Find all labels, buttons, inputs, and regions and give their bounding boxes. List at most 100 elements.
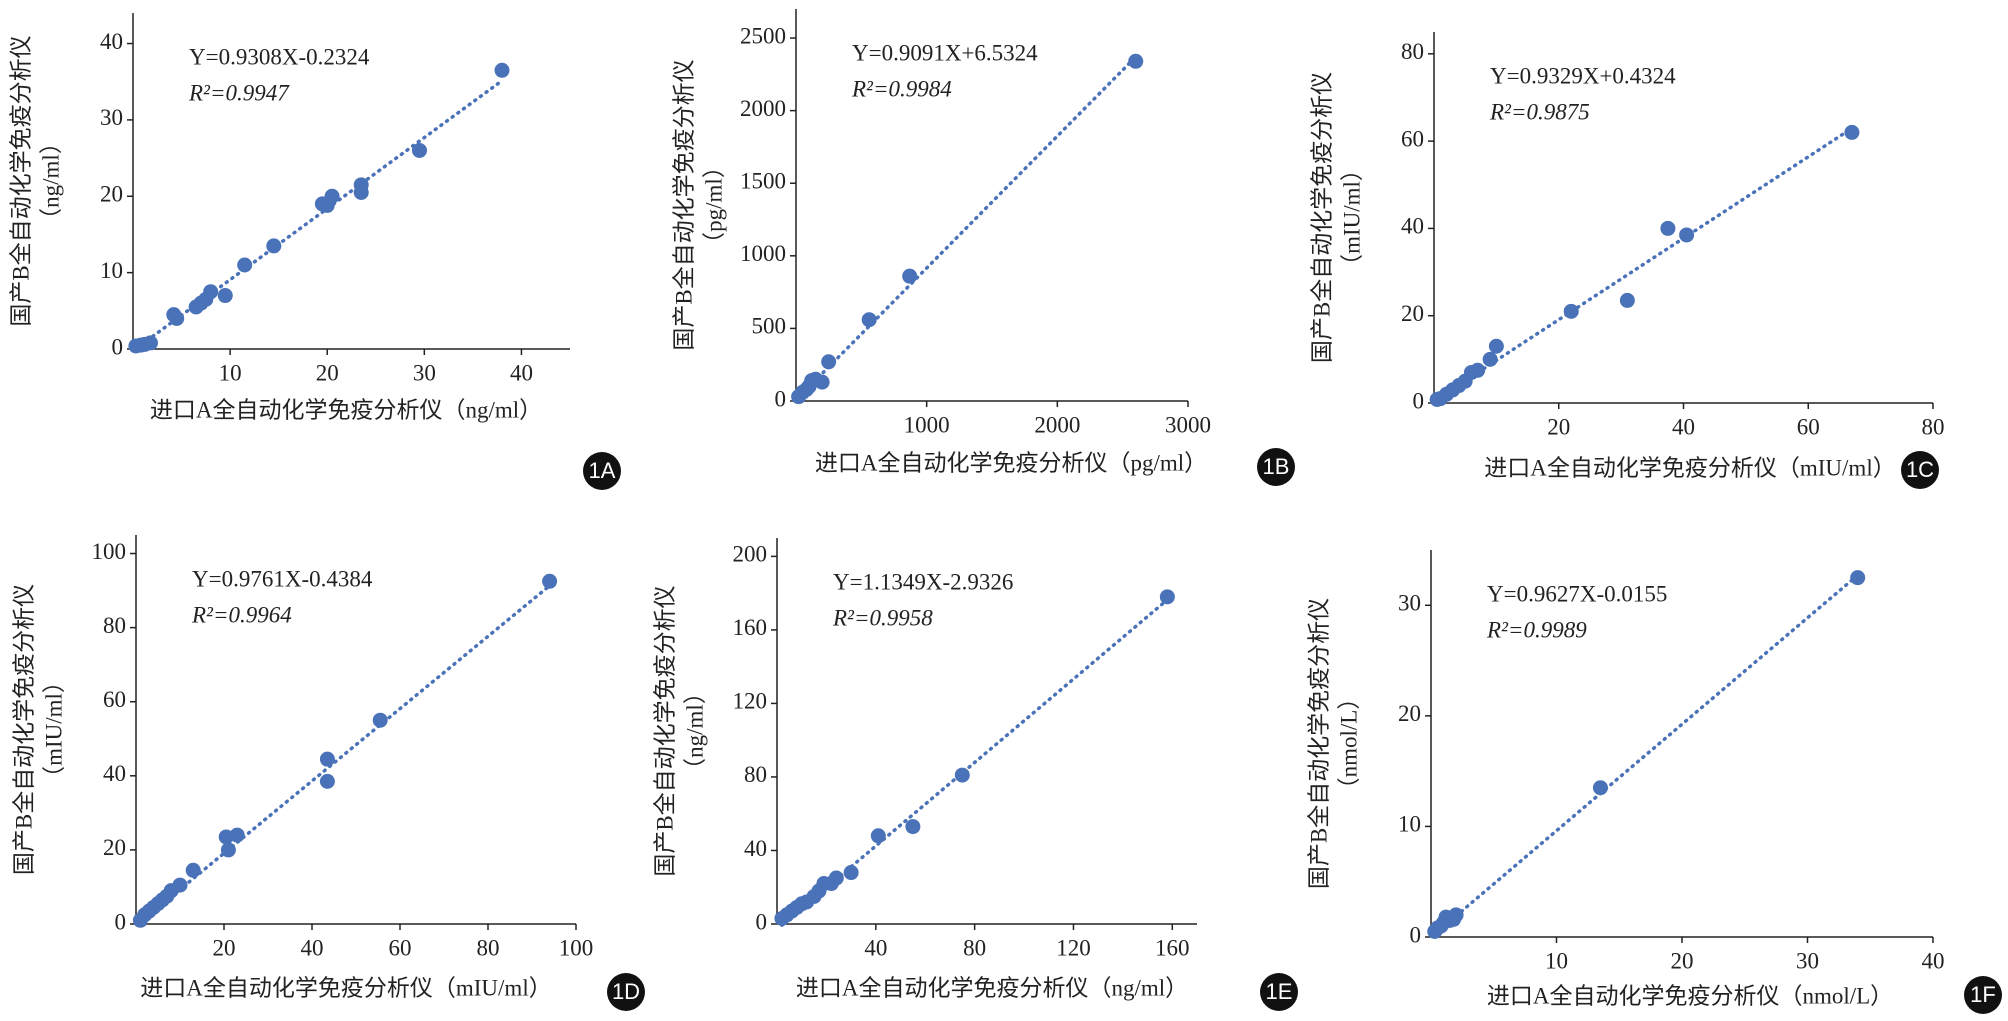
point bbox=[1159, 589, 1175, 605]
y-tick-label: 40 bbox=[100, 29, 123, 54]
y-axis-label: （pg/ml） bbox=[701, 155, 726, 255]
y-axis-label: 国产B全自动化学免疫分析仪 bbox=[11, 584, 36, 875]
y-axis-label: 国产B全自动化学免疫分析仪 bbox=[8, 35, 33, 326]
point bbox=[237, 257, 253, 273]
point bbox=[319, 751, 335, 767]
point bbox=[203, 284, 219, 300]
point bbox=[1679, 227, 1695, 243]
x-axis-label: 进口A全自动化学免疫分析仪（nmol/L） bbox=[1487, 983, 1893, 1008]
y-tick-label: 40 bbox=[1401, 214, 1424, 239]
point bbox=[1619, 292, 1635, 308]
panel-badge bbox=[1964, 976, 2002, 1014]
y-tick-label: 60 bbox=[1401, 126, 1424, 151]
point bbox=[1850, 570, 1866, 586]
point bbox=[266, 238, 282, 254]
y-axis-label: 国产B全自动化学免疫分析仪 bbox=[671, 59, 696, 350]
y-tick-label: 30 bbox=[1398, 591, 1421, 616]
point bbox=[542, 573, 558, 589]
r-squared: R²=0.9958 bbox=[832, 605, 933, 630]
point bbox=[1482, 351, 1498, 367]
x-tick-label: 60 bbox=[389, 935, 412, 960]
y-tick-label: 10 bbox=[1398, 812, 1421, 837]
y-axis-label: （ng/ml） bbox=[682, 681, 707, 781]
panel-badge bbox=[1901, 451, 1939, 489]
x-tick-label: 40 bbox=[864, 935, 887, 960]
equation: Y=1.1349X-2.9326 bbox=[833, 569, 1013, 594]
point bbox=[1448, 907, 1464, 923]
y-tick-label: 1000 bbox=[740, 241, 786, 266]
point bbox=[870, 828, 886, 844]
point bbox=[372, 712, 388, 728]
y-tick-label: 100 bbox=[92, 539, 127, 564]
point bbox=[828, 870, 844, 886]
x-tick-label: 40 bbox=[510, 360, 533, 385]
x-axis-label: 进口A全自动化学免疫分析仪（pg/ml） bbox=[815, 450, 1207, 475]
point bbox=[494, 62, 510, 78]
trendline bbox=[1433, 573, 1860, 936]
trendline bbox=[138, 583, 552, 924]
x-tick-label: 160 bbox=[1155, 935, 1190, 960]
x-tick-label: 1000 bbox=[904, 412, 950, 437]
panel-label: 1F bbox=[1970, 982, 1996, 1007]
y-axis-label: （ng/ml） bbox=[38, 131, 63, 231]
point bbox=[319, 773, 335, 789]
y-tick-label: 20 bbox=[1398, 701, 1421, 726]
panel-label: 1A bbox=[589, 458, 616, 483]
point bbox=[1844, 124, 1860, 140]
r-squared: R²=0.9947 bbox=[188, 80, 290, 105]
x-tick-label: 80 bbox=[477, 935, 500, 960]
x-tick-label: 30 bbox=[1796, 948, 1819, 973]
x-tick-label: 20 bbox=[1671, 948, 1694, 973]
point bbox=[142, 335, 158, 351]
y-axis-label: （mIU/ml） bbox=[1339, 158, 1364, 277]
y-axis-label: （mIU/ml） bbox=[41, 670, 66, 789]
x-tick-label: 80 bbox=[963, 935, 986, 960]
panel-label: 1C bbox=[1906, 457, 1934, 482]
x-tick-label: 10 bbox=[1545, 948, 1568, 973]
point bbox=[905, 819, 921, 835]
y-tick-label: 1500 bbox=[740, 169, 786, 194]
panel-badge bbox=[1257, 448, 1295, 486]
y-tick-label: 2000 bbox=[740, 96, 786, 121]
y-tick-label: 0 bbox=[1410, 922, 1422, 947]
y-tick-label: 20 bbox=[100, 182, 123, 207]
x-tick-label: 120 bbox=[1056, 935, 1091, 960]
panel-label: 1D bbox=[612, 979, 640, 1004]
point bbox=[861, 312, 877, 328]
y-tick-label: 40 bbox=[744, 836, 767, 861]
point bbox=[324, 188, 340, 204]
x-tick-label: 30 bbox=[413, 360, 436, 385]
point bbox=[411, 142, 427, 158]
x-tick-label: 40 bbox=[1922, 948, 1945, 973]
point bbox=[229, 827, 245, 843]
point bbox=[1592, 780, 1608, 796]
y-tick-label: 60 bbox=[103, 687, 126, 712]
y-axis-label: （nmol/L） bbox=[1336, 687, 1361, 801]
point bbox=[814, 374, 830, 390]
y-tick-label: 20 bbox=[1401, 301, 1424, 326]
x-axis-label: 进口A全自动化学免疫分析仪（mIU/ml） bbox=[140, 975, 551, 1000]
point bbox=[220, 842, 236, 858]
x-tick-label: 80 bbox=[1922, 414, 1945, 439]
x-tick-label: 20 bbox=[213, 935, 236, 960]
y-tick-label: 0 bbox=[1413, 388, 1425, 413]
equation: Y=0.9308X-0.2324 bbox=[189, 44, 370, 69]
equation: Y=0.9761X-0.4384 bbox=[192, 566, 373, 591]
y-tick-label: 0 bbox=[756, 909, 768, 934]
equation: Y=0.9329X+0.4324 bbox=[1490, 63, 1676, 88]
point bbox=[954, 767, 970, 783]
x-tick-label: 3000 bbox=[1165, 412, 1211, 437]
x-tick-label: 100 bbox=[559, 935, 594, 960]
point bbox=[172, 877, 188, 893]
y-axis-label: 国产B全自动化学免疫分析仪 bbox=[652, 585, 677, 876]
point bbox=[169, 310, 185, 326]
point bbox=[821, 354, 837, 370]
panel-badge bbox=[607, 973, 645, 1011]
x-tick-label: 40 bbox=[1672, 414, 1695, 439]
point bbox=[902, 268, 918, 284]
y-tick-label: 0 bbox=[775, 386, 787, 411]
x-tick-label: 20 bbox=[1547, 414, 1570, 439]
y-tick-label: 0 bbox=[115, 909, 127, 934]
panel-label: 1B bbox=[1263, 454, 1290, 479]
panel-badge bbox=[1260, 973, 1298, 1011]
